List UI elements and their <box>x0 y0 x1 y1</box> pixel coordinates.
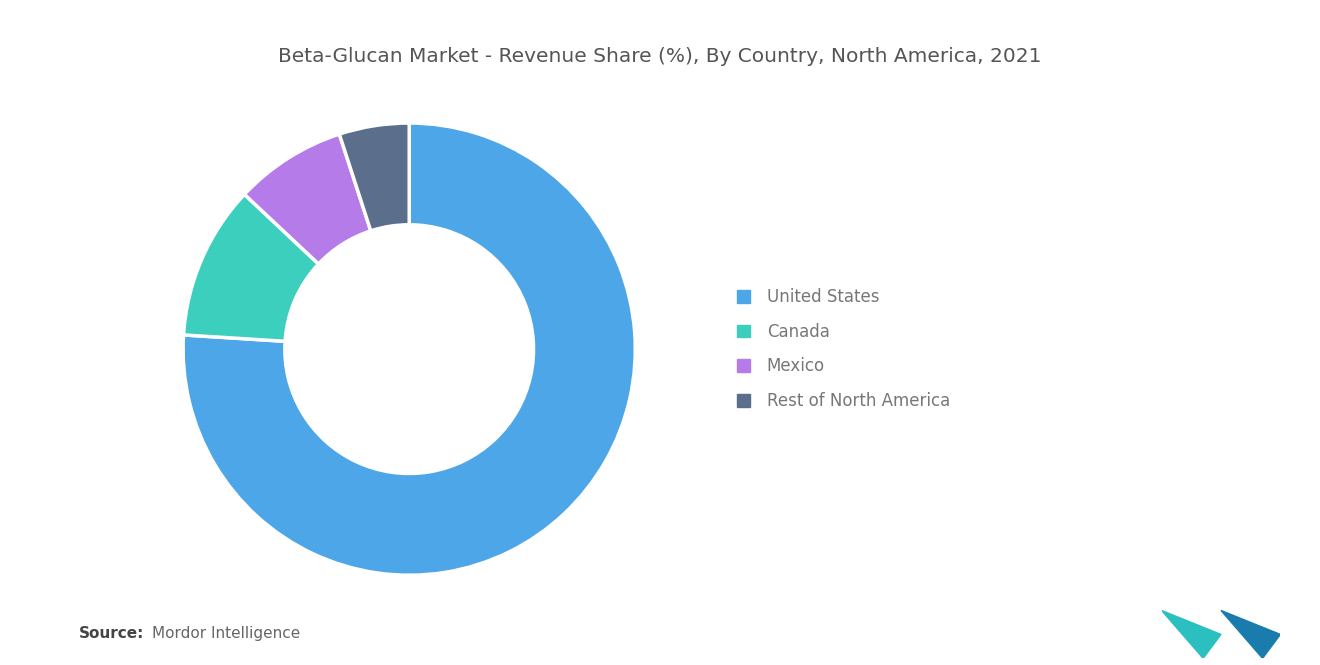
Wedge shape <box>339 123 409 231</box>
Polygon shape <box>1221 610 1280 658</box>
Text: Beta-Glucan Market - Revenue Share (%), By Country, North America, 2021: Beta-Glucan Market - Revenue Share (%), … <box>279 47 1041 66</box>
Polygon shape <box>1162 610 1221 658</box>
Wedge shape <box>244 134 371 264</box>
Legend: United States, Canada, Mexico, Rest of North America: United States, Canada, Mexico, Rest of N… <box>729 280 958 418</box>
Text: Source:: Source: <box>79 626 145 642</box>
Text: Mordor Intelligence: Mordor Intelligence <box>152 626 300 642</box>
Wedge shape <box>183 123 635 575</box>
Wedge shape <box>183 194 318 341</box>
